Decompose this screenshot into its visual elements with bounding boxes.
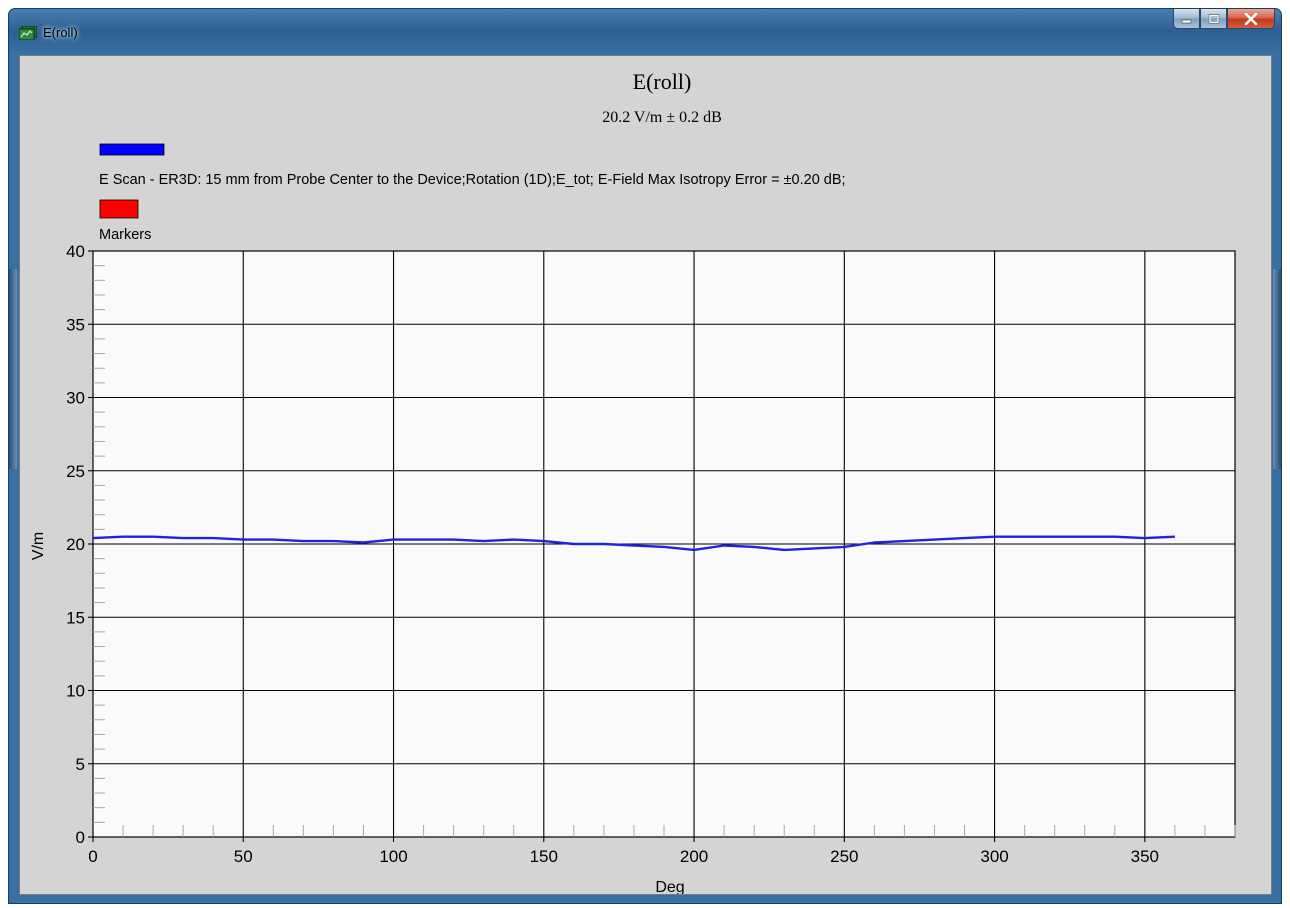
minimize-button[interactable] bbox=[1173, 9, 1200, 29]
x-tick-label: 0 bbox=[88, 847, 97, 866]
window-title: E(roll) bbox=[43, 25, 78, 40]
title-bar[interactable]: E(roll) bbox=[9, 9, 1281, 55]
y-tick-label: 5 bbox=[76, 755, 85, 774]
legend-label-escan: E Scan - ER3D: 15 mm from Probe Center t… bbox=[99, 172, 846, 188]
legend-swatch-escan bbox=[99, 143, 165, 156]
series-line-escan bbox=[92, 535, 1175, 552]
frame-edge-right bbox=[1273, 269, 1281, 469]
x-axis-label: Deg bbox=[655, 879, 684, 894]
chart-client-area: E(roll) 20.2 V/m ± 0.2 dB E Scan - ER3D:… bbox=[19, 55, 1272, 895]
legend-label-markers: Markers bbox=[99, 227, 151, 243]
close-button[interactable] bbox=[1227, 9, 1275, 29]
plot-area: 0 50 100 150 200 250 300 350 0 5 10 15 20 25 30 35 40 bbox=[66, 242, 1236, 866]
close-icon bbox=[1244, 12, 1258, 25]
x-tick-label: 100 bbox=[379, 847, 407, 866]
x-tick-label: 200 bbox=[680, 847, 708, 866]
y-tick-label: 0 bbox=[76, 828, 85, 847]
minimize-icon bbox=[1181, 19, 1191, 23]
y-tick-label: 15 bbox=[66, 608, 85, 627]
maximize-button[interactable] bbox=[1200, 9, 1227, 29]
chart-title: E(roll) bbox=[633, 69, 692, 94]
x-tick-label: 300 bbox=[980, 847, 1008, 866]
app-window: E(roll) E(roll) 20.2 V/m bbox=[8, 8, 1282, 904]
chart: E(roll) 20.2 V/m ± 0.2 dB E Scan - ER3D:… bbox=[30, 69, 1236, 894]
caption-buttons bbox=[1173, 9, 1275, 29]
y-axis-label: V/m bbox=[30, 532, 47, 560]
x-tick-label: 150 bbox=[530, 847, 558, 866]
x-tick-label: 50 bbox=[234, 847, 253, 866]
chart-app-icon bbox=[19, 26, 37, 40]
x-tick-label: 350 bbox=[1131, 847, 1159, 866]
legend: E Scan - ER3D: 15 mm from Probe Center t… bbox=[99, 143, 846, 243]
y-tick-label: 20 bbox=[66, 535, 85, 554]
legend-swatch-markers bbox=[99, 199, 139, 219]
maximize-icon bbox=[1208, 13, 1219, 24]
y-tick-label: 35 bbox=[66, 315, 85, 334]
frame-edge-left bbox=[9, 269, 17, 469]
y-tick-label: 10 bbox=[66, 682, 85, 701]
y-tick-label: 25 bbox=[66, 462, 85, 481]
y-tick-label: 40 bbox=[66, 242, 85, 261]
x-tick-label: 250 bbox=[830, 847, 858, 866]
chart-subtitle: 20.2 V/m ± 0.2 dB bbox=[602, 109, 722, 126]
y-tick-label: 30 bbox=[66, 389, 85, 408]
